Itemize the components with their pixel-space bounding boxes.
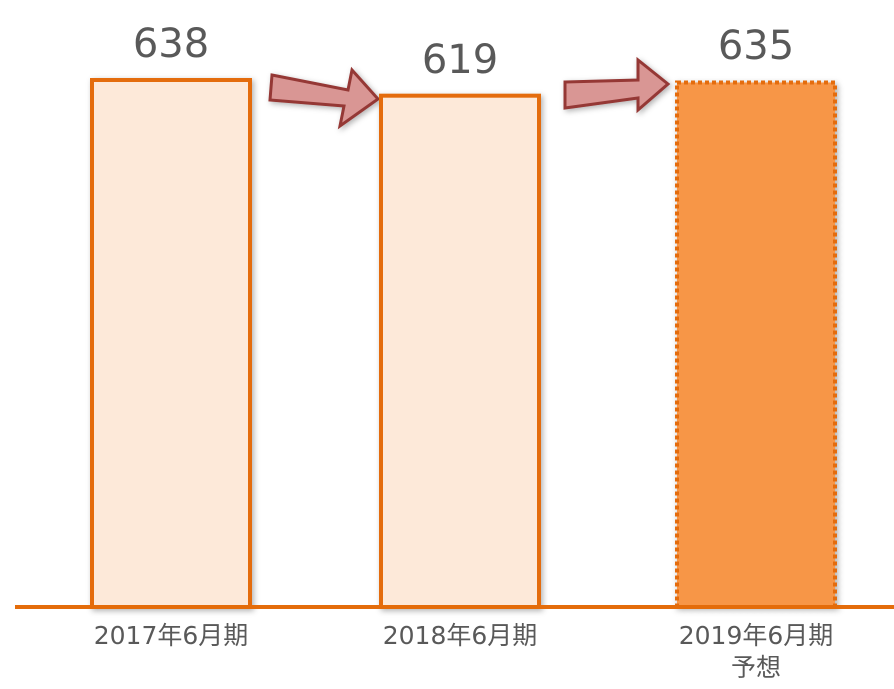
value-label: 635 bbox=[717, 23, 795, 70]
value-label: 638 bbox=[132, 21, 210, 67]
bar bbox=[90, 78, 252, 609]
x-tick-label: 2018年6月期 bbox=[382, 621, 538, 650]
value-label: 619 bbox=[421, 36, 499, 83]
arrow bbox=[268, 66, 381, 130]
bar bbox=[675, 80, 837, 610]
x-tick-label: 2017年6月期 bbox=[93, 621, 249, 650]
bar bbox=[379, 93, 541, 609]
arrow bbox=[563, 56, 671, 114]
x-tick-label: 2019年6月期 予想 bbox=[678, 621, 834, 682]
